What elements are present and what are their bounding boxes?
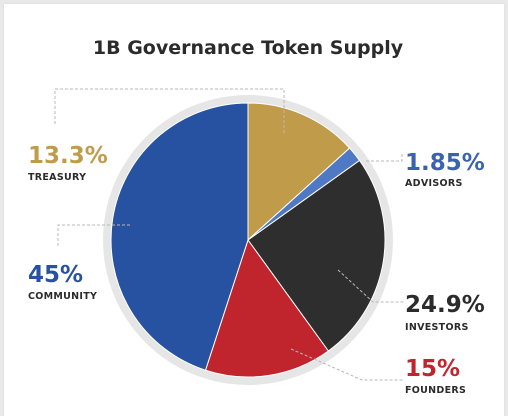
chart-card: 1B Governance Token Supply 13.3% TREASUR… [4,4,504,416]
community-percentage: 45% [28,262,83,288]
leader-line-investors [337,269,404,303]
advisors-label: ADVISORS [405,178,463,189]
treasury-percentage: 13.3% [28,143,108,169]
treasury-label: TREASURY [28,172,86,183]
investors-percentage: 24.9% [405,292,485,318]
pie-slice-treasury [247,102,351,242]
pie-chart: 1B Governance Token Supply 13.3% TREASUR… [28,37,485,396]
investors-label: INVESTORS [405,322,469,333]
pie-slice-founders [204,238,330,378]
founders-label: FOUNDERS [405,385,466,396]
pie-slice-investors [247,159,386,352]
leader-line-community [57,224,130,246]
leader-line-founders [290,348,404,381]
community-label: COMMUNITY [28,291,97,302]
founders-percentage: 15% [405,356,460,382]
pie-slice-community [110,102,249,371]
chart-title: 1B Governance Token Supply [93,37,404,59]
leader-line-advisors [366,152,403,162]
leader-line-treasury [54,88,285,134]
pie-slices [110,102,386,378]
advisors-percentage: 1.85% [405,150,485,176]
